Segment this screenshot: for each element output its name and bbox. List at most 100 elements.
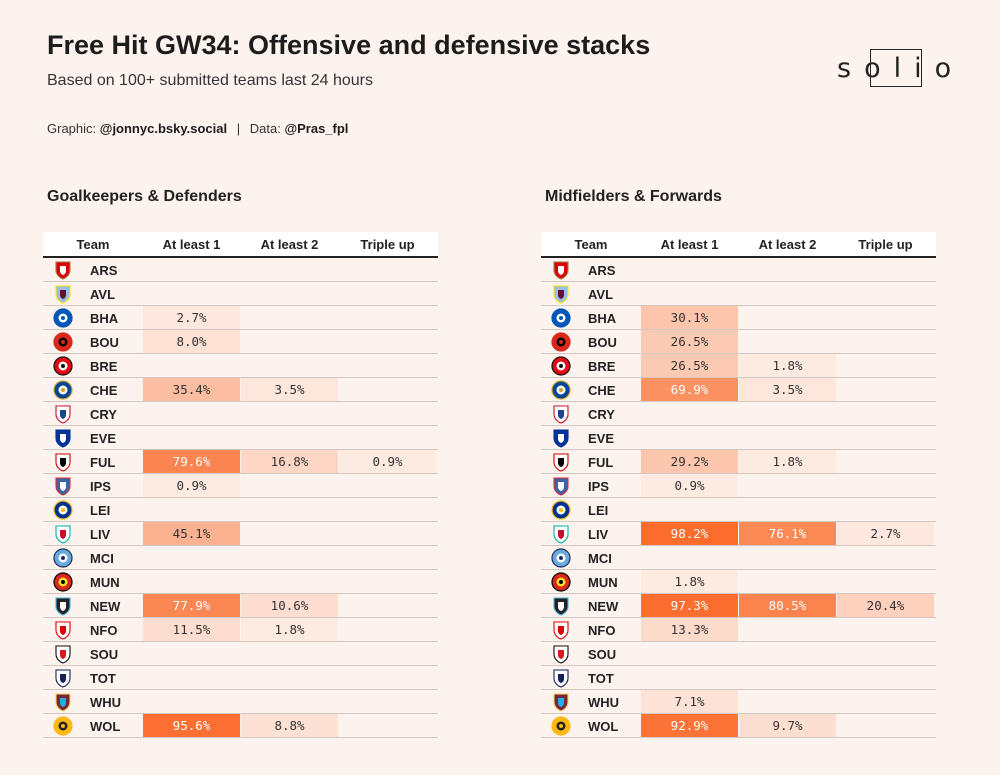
team-label: FUL [588, 455, 614, 470]
leicester-crest-icon [551, 500, 571, 520]
team-label: MUN [588, 575, 618, 590]
column-header-triple-up: Triple up [360, 237, 415, 252]
team-label: IPS [90, 479, 111, 494]
table-row: AVL [541, 282, 936, 306]
team-label: NEW [90, 599, 121, 614]
nottingham-forest-crest-icon [53, 620, 73, 640]
table-row: MUN [43, 570, 438, 594]
table-row: ARS [43, 258, 438, 282]
team-label: BHA [588, 311, 617, 326]
page-subtitle: Based on 100+ submitted teams last 24 ho… [47, 72, 373, 89]
table-row: ARS [541, 258, 936, 282]
cell-at-least-2: 76.1% [739, 522, 836, 545]
table-row: WHU 7.1% [541, 690, 936, 714]
fulham-crest-icon [551, 452, 571, 472]
cell-triple-up: 2.7% [837, 522, 934, 545]
table-row: WOL 92.9% 9.7% [541, 714, 936, 738]
cell-at-least-2: 1.8% [241, 618, 338, 641]
everton-crest-icon [551, 428, 571, 448]
cell-at-least-1: 79.6% [143, 450, 240, 473]
crystal-palace-crest-icon [551, 404, 571, 424]
table-row: CRY [43, 402, 438, 426]
defence-table: Team At least 1 At least 2 Triple up ARS AVL B… [43, 232, 438, 738]
table-row: WOL 95.6% 8.8% [43, 714, 438, 738]
cell-at-least-2: 10.6% [241, 594, 338, 617]
team-label: FUL [90, 455, 116, 470]
arsenal-crest-icon [551, 260, 571, 280]
cell-at-least-1: 26.5% [641, 354, 738, 377]
team-label: LEI [588, 503, 609, 518]
team-label: SOU [588, 647, 617, 662]
cell-at-least-2: 80.5% [739, 594, 836, 617]
aston-villa-crest-icon [53, 284, 73, 304]
west-ham-crest-icon [551, 692, 571, 712]
table-row: SOU [541, 642, 936, 666]
brighton-crest-icon [53, 308, 73, 328]
team-label: SOU [90, 647, 119, 662]
cell-at-least-1: 26.5% [641, 330, 738, 353]
solio-logo: solio [837, 49, 965, 89]
column-header-team: Team [76, 237, 110, 252]
column-header-at-least-1: At least 1 [162, 237, 221, 252]
cell-at-least-1: 29.2% [641, 450, 738, 473]
panel-title-attack: Midfielders & Forwards [545, 188, 722, 205]
cell-at-least-2: 9.7% [739, 714, 836, 737]
team-label: LEI [90, 503, 111, 518]
table-row: LEI [43, 498, 438, 522]
graphic-handle: @jonnyc.bsky.social [99, 121, 228, 136]
table-row: BRE [43, 354, 438, 378]
table-row: EVE [43, 426, 438, 450]
newcastle-crest-icon [551, 596, 571, 616]
tottenham-crest-icon [53, 668, 73, 688]
man-city-crest-icon [551, 548, 571, 568]
man-united-crest-icon [53, 572, 73, 592]
tottenham-crest-icon [551, 668, 571, 688]
team-label: NFO [588, 623, 616, 638]
cell-at-least-1: 92.9% [641, 714, 738, 737]
table-row: FUL 29.2% 1.8% [541, 450, 936, 474]
team-label: BRE [588, 359, 616, 374]
table-row: LEI [541, 498, 936, 522]
table-row: BHA 30.1% [541, 306, 936, 330]
column-header-at-least-1: At least 1 [660, 237, 719, 252]
team-label: TOT [90, 671, 116, 686]
newcastle-crest-icon [53, 596, 73, 616]
team-label: CRY [588, 407, 615, 422]
crystal-palace-crest-icon [53, 404, 73, 424]
credits-line: Graphic: @jonnyc.bsky.social | Data: @Pr… [47, 121, 348, 136]
arsenal-crest-icon [53, 260, 73, 280]
leicester-crest-icon [53, 500, 73, 520]
fulham-crest-icon [53, 452, 73, 472]
team-label: MCI [90, 551, 114, 566]
team-label: BOU [90, 335, 119, 350]
table-row: FUL 79.6% 16.8% 0.9% [43, 450, 438, 474]
cell-at-least-1: 1.8% [641, 570, 738, 593]
brentford-crest-icon [551, 356, 571, 376]
liverpool-crest-icon [551, 524, 571, 544]
attack-table: Team At least 1 At least 2 Triple up ARS AVL B… [541, 232, 936, 738]
table-row: SOU [43, 642, 438, 666]
aston-villa-crest-icon [551, 284, 571, 304]
team-label: IPS [588, 479, 609, 494]
table-row: MCI [43, 546, 438, 570]
bournemouth-crest-icon [53, 332, 73, 352]
logo-text: solio [837, 53, 965, 84]
team-label: BRE [90, 359, 118, 374]
brighton-crest-icon [551, 308, 571, 328]
table-row: AVL [43, 282, 438, 306]
cell-at-least-1: 0.9% [143, 474, 240, 497]
cell-at-least-1: 77.9% [143, 594, 240, 617]
team-label: CHE [90, 383, 118, 398]
southampton-crest-icon [53, 644, 73, 664]
table-header: Team At least 1 At least 2 Triple up [541, 232, 936, 258]
logo-frame [870, 49, 922, 87]
cell-at-least-1: 8.0% [143, 330, 240, 353]
cell-at-least-1: 98.2% [641, 522, 738, 545]
table-row: MCI [541, 546, 936, 570]
column-header-at-least-2: At least 2 [260, 237, 319, 252]
ipswich-crest-icon [551, 476, 571, 496]
table-row: TOT [541, 666, 936, 690]
team-label: TOT [588, 671, 614, 686]
chelsea-crest-icon [551, 380, 571, 400]
team-label: WOL [588, 719, 619, 734]
